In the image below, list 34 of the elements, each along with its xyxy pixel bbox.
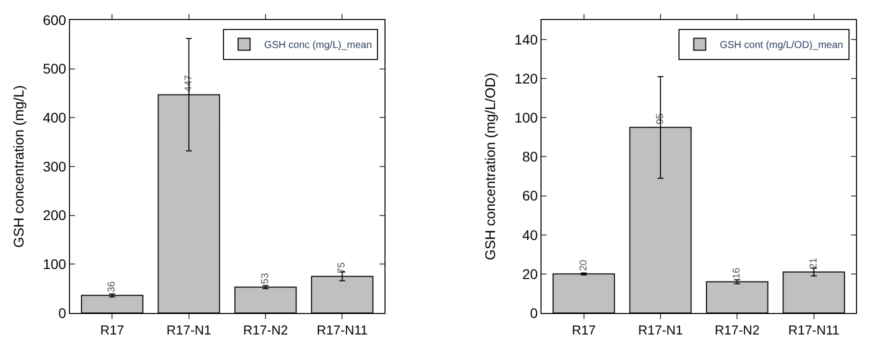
data-label: 16 bbox=[732, 267, 743, 279]
y-tick-label: 20 bbox=[522, 266, 538, 282]
data-label: 447 bbox=[183, 74, 194, 92]
y-tick-label: 400 bbox=[42, 110, 66, 126]
y-tick-label: 120 bbox=[514, 70, 538, 86]
x-tick-label: R17-N11 bbox=[788, 322, 840, 338]
y-tick-label: 0 bbox=[58, 304, 66, 321]
y-tick-label: 0 bbox=[530, 304, 538, 321]
y-tick-label: 600 bbox=[42, 12, 66, 28]
legend-label: GSH cont (mg/L/OD)_mean bbox=[720, 40, 844, 52]
data-label: 20 bbox=[578, 259, 590, 271]
data-label: 36 bbox=[106, 280, 118, 292]
x-tick-label: R17 bbox=[100, 322, 124, 338]
y-tick-label: 60 bbox=[522, 188, 538, 204]
y-tick-label: 40 bbox=[522, 226, 538, 243]
y-tick-label: 80 bbox=[522, 148, 538, 165]
y-tick-label: 100 bbox=[514, 110, 538, 126]
data-label: 53 bbox=[260, 272, 272, 284]
x-tick-label: R17-N11 bbox=[316, 322, 368, 338]
y-tick-label: 200 bbox=[42, 207, 66, 224]
y-axis-title: GSH concentration (mg/L) bbox=[10, 85, 26, 248]
data-label: 21 bbox=[808, 257, 820, 269]
x-tick-label: R17-N1 bbox=[638, 322, 683, 338]
legend-label: GSH conc (mg/L)_mean bbox=[264, 40, 372, 52]
data-label: 75 bbox=[336, 262, 348, 274]
x-tick-label: R17-N1 bbox=[166, 322, 212, 338]
y-tick-label: 300 bbox=[42, 158, 66, 174]
y-tick-label: 500 bbox=[42, 60, 66, 77]
x-tick-label: R17-N2 bbox=[243, 322, 288, 338]
y-tick-label: 140 bbox=[514, 31, 538, 48]
y-tick-label: 100 bbox=[42, 256, 66, 272]
y-axis-title: GSH concentration (mg/L/OD) bbox=[482, 72, 498, 260]
x-tick-label: R17 bbox=[572, 322, 596, 338]
x-tick-label: R17-N2 bbox=[714, 322, 760, 338]
